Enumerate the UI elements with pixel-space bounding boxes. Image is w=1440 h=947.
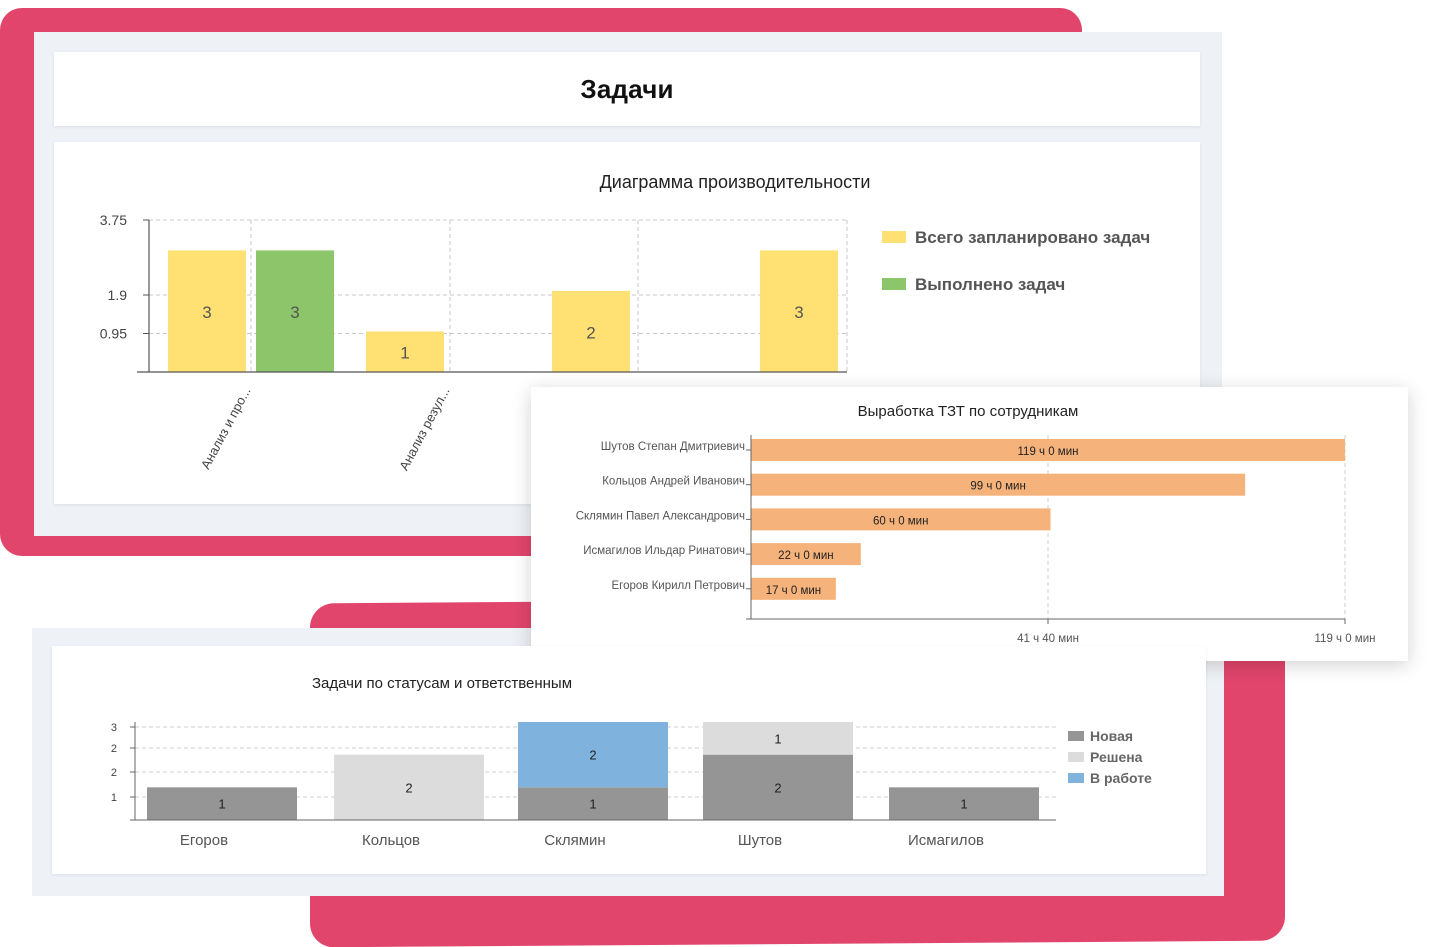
tzt-employee-label: Егоров Кирилл Петрович <box>611 580 745 592</box>
y-tick-label: 0.95 <box>100 325 127 341</box>
legend-label: Новая <box>1090 728 1133 744</box>
bar <box>552 290 630 372</box>
tzt-employee-label: Кольцов Андрей Иванович <box>602 476 745 488</box>
y-tick-label: 3.75 <box>100 212 127 228</box>
tzt-employee-label: Шутов Степан Дмитриевич <box>601 441 745 453</box>
tzt-bar <box>751 577 836 600</box>
legend-swatch <box>1068 731 1084 741</box>
status-bar-segment <box>334 754 484 820</box>
legend-swatch <box>882 278 906 290</box>
status-bar-value-label: 1 <box>218 797 225 812</box>
y-tick-label: 1 <box>111 792 117 804</box>
bar-value-label: 3 <box>794 303 803 322</box>
tzt-bar-value-label: 17 ч 0 мин <box>766 585 821 597</box>
status-bar-value-label: 2 <box>589 748 596 763</box>
tzt-chart: Выработка ТЗТ по сотрудникам 119 ч 0 мин… <box>576 403 1376 645</box>
x-tick-label: 41 ч 40 мин <box>1017 633 1079 645</box>
x-tick-label: Склямин <box>544 832 605 849</box>
legend-swatch <box>882 231 906 243</box>
status-bar-segment <box>703 722 853 755</box>
bar <box>760 250 838 372</box>
x-tick-label: Егоров <box>180 832 228 849</box>
y-tick-label: 3 <box>111 722 117 734</box>
legend-swatch <box>1068 752 1084 762</box>
tzt-title: Выработка ТЗТ по сотрудникам <box>858 403 1079 420</box>
bar-value-label: 2 <box>586 323 595 342</box>
tzt-employee-label: Исмагилов Ильдар Ринатович <box>583 545 745 557</box>
x-tick-label: Кольцов <box>362 832 420 849</box>
bar <box>256 250 334 372</box>
status-bar-value-label: 1 <box>589 797 596 812</box>
legend-swatch <box>1068 773 1084 783</box>
tzt-employee-label: Склямин Павел Александрович <box>576 510 745 522</box>
status-chart: Задачи по статусам и ответственным 3221 … <box>111 675 1152 849</box>
y-tick-label: 2 <box>111 767 117 779</box>
status-bar-segment <box>518 787 668 820</box>
tzt-bar <box>751 473 1246 496</box>
bar-value-label: 3 <box>202 303 211 322</box>
chart-title: Диаграмма производительности <box>600 172 871 192</box>
status-bar-value-label: 2 <box>774 780 781 795</box>
legend-label: Решена <box>1090 749 1143 765</box>
legend-label: Всего запланировано задач <box>915 228 1150 247</box>
tzt-bar-value-label: 119 ч 0 мин <box>1018 446 1079 458</box>
legend-label: В работе <box>1090 770 1152 786</box>
status-bar-value-label: 1 <box>960 797 967 812</box>
tzt-bar <box>751 439 1345 461</box>
bar <box>366 331 444 372</box>
page-title: Задачи <box>580 73 674 104</box>
status-bar-value-label: 1 <box>774 731 781 746</box>
x-tick-label: Анализ резул... <box>396 384 452 472</box>
status-title: Задачи по статусам и ответственным <box>312 675 572 692</box>
tzt-bar <box>751 508 1051 531</box>
tzt-bar-value-label: 99 ч 0 мин <box>970 481 1025 493</box>
y-tick-label: 2 <box>111 743 117 755</box>
status-bar-segment <box>518 722 668 788</box>
status-bar-value-label: 2 <box>405 780 412 795</box>
legend-label: Выполнено задач <box>915 275 1065 294</box>
status-bar-segment <box>147 787 297 820</box>
status-bar-segment <box>889 787 1039 820</box>
page-title-card: Задачи <box>54 52 1200 126</box>
tzt-bar-value-label: 22 ч 0 мин <box>778 550 833 562</box>
bar-value-label: 1 <box>400 344 409 363</box>
x-tick-label: Исмагилов <box>908 832 984 849</box>
bar-value-label: 3 <box>290 303 299 322</box>
performance-chart: Диаграмма производительности 3.75 1.9 0.95… <box>100 172 1151 473</box>
x-tick-label: 119 ч 0 мин <box>1315 633 1376 645</box>
bar <box>168 250 246 372</box>
y-tick-label: 1.9 <box>108 287 128 303</box>
tzt-bar-value-label: 60 ч 0 мин <box>873 515 928 527</box>
tzt-bar <box>751 543 861 566</box>
status-bar-segment <box>703 754 853 820</box>
x-tick-label: Шутов <box>738 832 782 849</box>
x-tick-label: Анализ и про... <box>198 384 254 471</box>
tzt-chart-card: Выработка ТЗТ по сотрудникам 119 ч 0 мин… <box>531 387 1408 661</box>
